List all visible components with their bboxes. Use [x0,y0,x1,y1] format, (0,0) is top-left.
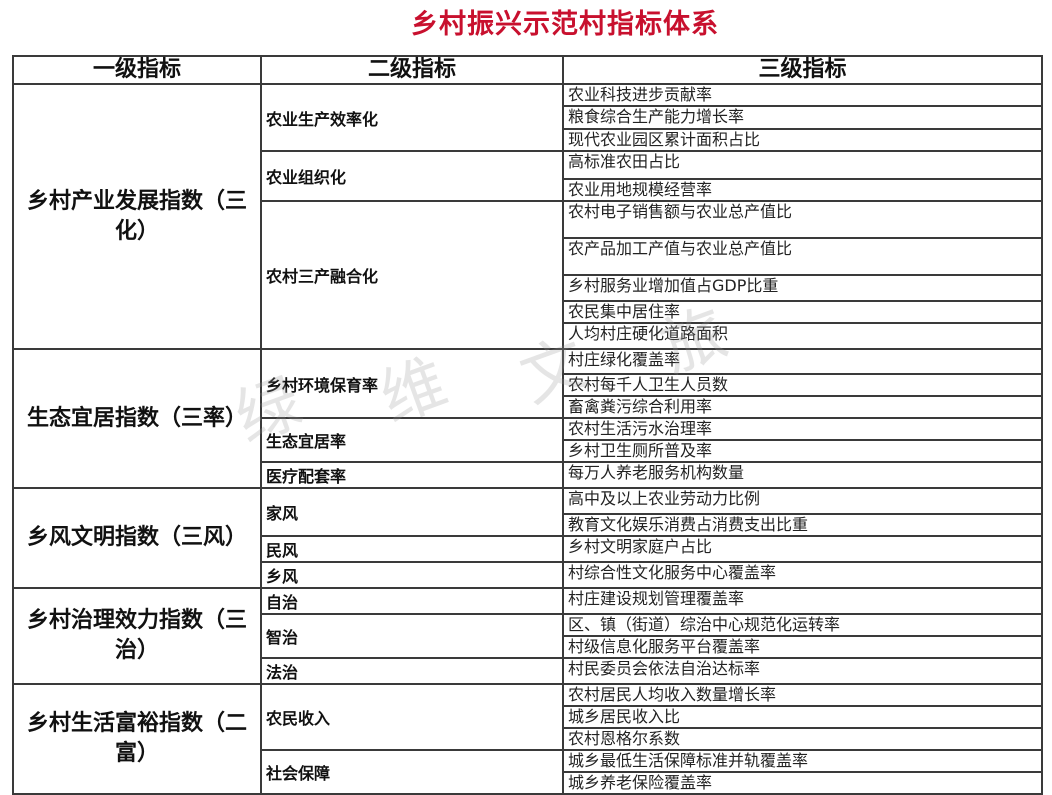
level3-indicator: 城乡居民收入比 [562,705,1043,729]
level2-indicator: 法治 [260,657,564,685]
level3-indicator: 高中及以上农业劳动力比例 [562,487,1043,515]
table-row: 教育文化娱乐消费占消费支出比重 [13,513,1043,537]
level3-indicator: 村综合性文化服务中心覆盖率 [562,561,1043,589]
level3-indicator: 高标准农田占比 [562,150,1043,180]
level2-indicator: 民风 [260,535,564,563]
level1-indicator: 乡村治理效力指数（三治） [12,587,262,685]
level3-indicator: 城乡最低生活保障标准并轨覆盖率 [562,749,1043,773]
level3-indicator: 村民委员会依法自治达标率 [562,657,1043,685]
level1-indicator: 乡风文明指数（三风） [12,487,262,589]
level3-indicator: 村级信息化服务平台覆盖率 [562,635,1043,659]
table-row: 生态宜居率 农村生活污水治理率 [13,417,1043,463]
level3-indicator: 农民集中居住率 [562,300,1043,324]
table-row: 乡村产业发展指数（三化） 农业生产效率化 农业科技进步贡献率 [12,83,1043,350]
level3-indicator: 现代农业园区累计面积占比 [562,128,1043,152]
level2-indicator: 自治 [260,587,564,615]
table-row: 人均村庄硬化道路面积 [13,322,1043,350]
level2-indicator: 农业生产效率化 [260,83,564,152]
table-row: 畜禽粪污综合利用率 [13,395,1043,419]
level3-indicator: 农村电子销售额与农业总产值比 [562,200,1043,239]
table-row: 农业用地规模经营率 [13,178,1043,202]
level3-indicator: 农村居民人均收入数量增长率 [562,683,1043,707]
header-row: 一级指标 二级指标 三级指标 [12,55,1043,85]
table-row: 农产品加工产值与农业总产值比 [13,237,1043,276]
level3-indicator: 农村生活污水治理率 [562,417,1043,441]
header-level3: 三级指标 [562,55,1043,85]
indicator-table: 一级指标 二级指标 三级指标 乡村产业发展指数（三化） 农业生产效率化 农业科技进步… [12,55,1043,795]
level3-indicator: 农业用地规模经营率 [562,178,1043,202]
level3-indicator: 农产品加工产值与农业总产值比 [562,237,1043,276]
table-row: 乡村治理效力指数（三治） 自治 村庄建设规划管理覆盖率 [12,587,1043,685]
level3-indicator: 区、镇（街道）综治中心规范化运转率 [562,613,1043,637]
level3-indicator: 乡村卫生厕所普及率 [562,439,1043,463]
level2-indicator: 生态宜居率 [260,417,564,463]
level3-indicator: 乡村服务业增加值占GDP比重 [562,274,1043,302]
level1-indicator: 乡村生活富裕指数（二富） [12,683,262,795]
table-row: 农村每千人卫生人员数 [13,373,1043,397]
level3-indicator: 人均村庄硬化道路面积 [562,322,1043,350]
table-row: 乡风 村综合性文化服务中心覆盖率 [13,561,1043,589]
level1-indicator: 生态宜居指数（三率） [12,348,262,489]
header-level2: 二级指标 [260,55,564,85]
table-row: 乡村卫生厕所普及率 [13,439,1043,463]
table-row: 粮食综合生产能力增长率 [13,105,1043,130]
table-row: 村级信息化服务平台覆盖率 [13,635,1043,659]
table-row: 生态宜居指数（三率） 乡村环境保育率 村庄绿化覆盖率 [12,348,1043,489]
table-row: 法治 村民委员会依法自治达标率 [13,657,1043,685]
level3-indicator: 粮食综合生产能力增长率 [562,105,1043,130]
table-row: 现代农业园区累计面积占比 [13,128,1043,152]
level3-indicator: 农村每千人卫生人员数 [562,373,1043,397]
level2-indicator: 农民收入 [260,683,564,751]
level2-indicator: 农业组织化 [260,150,564,202]
page-title: 乡村振兴示范村指标体系 [411,9,719,40]
level3-indicator: 每万人养老服务机构数量 [562,461,1043,489]
table-row: 城乡居民收入比 [13,705,1043,729]
level2-indicator: 社会保障 [260,749,564,795]
level3-indicator: 教育文化娱乐消费占消费支出比重 [562,513,1043,537]
level3-indicator: 村庄建设规划管理覆盖率 [562,587,1043,615]
table-row: 智治 区、镇（街道）综治中心规范化运转率 [13,613,1043,659]
level2-indicator: 医疗配套率 [260,461,564,489]
level3-indicator: 城乡养老保险覆盖率 [562,771,1043,795]
level3-indicator: 农业科技进步贡献率 [562,83,1043,107]
level3-indicator: 乡村文明家庭户占比 [562,535,1043,563]
level3-indicator: 村庄绿化覆盖率 [562,348,1043,375]
level3-indicator: 农村恩格尔系数 [562,727,1043,751]
level2-indicator: 乡村环境保育率 [260,348,564,419]
table-row: 农村三产融合化 农村电子销售额与农业总产值比 [13,200,1043,350]
table-row: 农村恩格尔系数 [13,727,1043,751]
header-level1: 一级指标 [12,55,262,85]
table-row: 农业组织化 高标准农田占比 [13,150,1043,202]
table-row: 民风 乡村文明家庭户占比 [13,535,1043,563]
table-row: 农民集中居住率 [13,300,1043,324]
table-row: 乡村生活富裕指数（二富） 农民收入 农村居民人均收入数量增长率 [12,683,1043,795]
level2-indicator: 智治 [260,613,564,659]
table-row: 乡村服务业增加值占GDP比重 [13,274,1043,302]
level2-indicator: 乡风 [260,561,564,589]
table-row: 医疗配套率 每万人养老服务机构数量 [13,461,1043,489]
table-row: 乡风文明指数（三风） 家风 高中及以上农业劳动力比例 [12,487,1043,589]
level2-indicator: 家风 [260,487,564,537]
level3-indicator: 畜禽粪污综合利用率 [562,395,1043,419]
table-body: 乡村产业发展指数（三化） 农业生产效率化 农业科技进步贡献率 粮食综合生产能力增长率现… [12,83,1043,795]
level1-indicator: 乡村产业发展指数（三化） [12,83,262,350]
level2-indicator: 农村三产融合化 [260,200,564,350]
